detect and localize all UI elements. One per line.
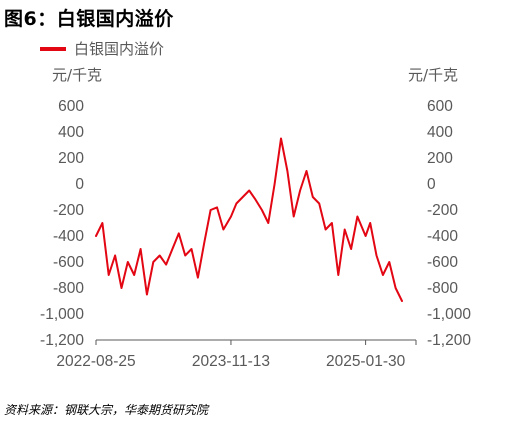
x-tick-label: 2022-08-25 — [56, 353, 135, 370]
x-tick-label: 2025-01-30 — [326, 353, 406, 370]
y-tick-label-left: 200 — [58, 150, 84, 167]
left-axis-unit: 元/千克 — [52, 66, 103, 84]
y-tick-label-right: -200 — [427, 202, 458, 219]
y-tick-label-left: -200 — [53, 202, 84, 219]
y-tick-label-right: -1,200 — [427, 332, 471, 349]
series-line-silver-premium — [95, 137, 403, 302]
y-tick-label-left: 0 — [75, 176, 84, 193]
y-tick-label-right: 200 — [427, 150, 453, 167]
y-tick-label-right: 0 — [427, 176, 436, 193]
legend-label: 白银国内溢价 — [74, 40, 165, 58]
y-tick-label-right: 400 — [427, 124, 453, 141]
y-tick-label-left: -800 — [53, 280, 84, 297]
y-tick-label-right: -600 — [427, 254, 458, 271]
x-tick-label: 2023-11-13 — [192, 353, 270, 370]
y-tick-label-left: -1,000 — [40, 306, 84, 323]
right-axis-unit: 元/千克 — [408, 66, 459, 84]
y-tick-label-left: -1,200 — [40, 332, 84, 349]
y-tick-label-right: -1,000 — [427, 306, 471, 323]
source-note: 资料来源：钢联大宗，华泰期货研究院 — [4, 403, 209, 417]
y-tick-label-right: 600 — [427, 98, 453, 115]
y-tick-label-right: -800 — [427, 280, 458, 297]
y-tick-label-left: 600 — [58, 98, 84, 115]
chart-title: 图6：白银国内溢价 — [4, 8, 174, 30]
y-tick-label-right: -400 — [427, 228, 458, 245]
legend: 白银国内溢价 — [40, 38, 164, 59]
y-tick-label-left: -600 — [53, 254, 84, 271]
y-tick-label-left: -400 — [53, 228, 84, 245]
y-tick-label-left: 400 — [58, 124, 84, 141]
legend-swatch — [40, 46, 66, 51]
